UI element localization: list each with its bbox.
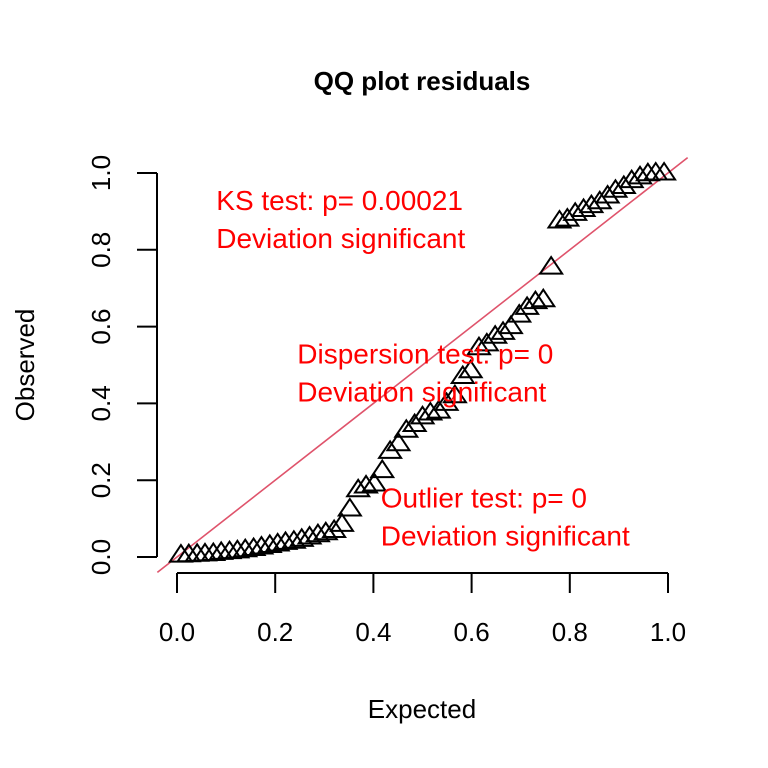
data-point (296, 525, 323, 545)
data-point (602, 178, 629, 198)
data-point (482, 324, 509, 344)
data-point (586, 189, 613, 210)
x-axis: 0.0 0.2 0.4 0.6 0.8 1.0 (159, 572, 686, 647)
data-points (168, 161, 677, 563)
y-tick-label: 0.6 (86, 309, 116, 345)
annotation-line: Outlier test: p= 0 (381, 482, 587, 513)
x-tick-label: 0.2 (257, 617, 293, 647)
data-point (280, 529, 307, 549)
chart-title: QQ plot residuals (314, 66, 531, 96)
data-point (385, 431, 412, 452)
data-point (256, 533, 283, 553)
data-point (321, 518, 347, 539)
y-tick-label: 0.0 (86, 539, 116, 575)
data-point (361, 472, 388, 492)
data-point (442, 383, 468, 404)
x-tick-label: 1.0 (650, 617, 686, 647)
y-tick-label: 0.8 (86, 232, 116, 268)
data-point (240, 536, 267, 557)
data-point (417, 401, 444, 421)
data-point (336, 497, 363, 517)
y-axis: 0.0 0.2 0.4 0.6 0.8 1.0 (86, 155, 158, 575)
annotation-line: KS test: p= 0.00021 (216, 185, 463, 216)
reference-line-group (156, 157, 689, 573)
data-point (369, 458, 396, 479)
reference-line (156, 157, 689, 573)
y-axis-label: Observed (10, 309, 40, 422)
data-point (264, 532, 291, 552)
x-axis-label: Expected (368, 694, 476, 724)
data-point (272, 530, 299, 550)
data-point (466, 335, 492, 356)
data-point (409, 405, 436, 425)
data-point (538, 255, 565, 275)
data-point (329, 512, 355, 532)
data-point (651, 161, 677, 181)
y-tick-label: 0.4 (86, 385, 116, 421)
data-point (530, 287, 557, 308)
data-point (200, 541, 227, 562)
y-tick-label: 0.2 (86, 462, 116, 498)
data-point (627, 165, 653, 185)
data-point (232, 537, 259, 558)
data-point (554, 207, 581, 227)
data-point (449, 364, 476, 385)
x-tick-label: 0.6 (454, 617, 490, 647)
data-point (288, 527, 315, 547)
data-point (610, 174, 637, 194)
data-point (393, 418, 420, 438)
x-tick-label: 0.0 (159, 617, 195, 647)
annotation-line: Deviation significant (297, 376, 546, 407)
data-point (578, 193, 605, 214)
data-point (345, 477, 372, 498)
data-point (457, 358, 484, 379)
data-point (594, 184, 621, 204)
annotation-line: Deviation significant (216, 223, 465, 254)
x-tick-label: 0.8 (552, 617, 588, 647)
data-point (522, 289, 549, 310)
data-point (498, 314, 524, 335)
x-tick-label: 0.4 (355, 617, 391, 647)
y-tick-label: 1.0 (86, 155, 116, 191)
annotation-line: Deviation significant (381, 520, 630, 551)
data-point (248, 535, 275, 555)
data-point (490, 320, 516, 340)
data-point (224, 539, 251, 559)
data-point (305, 522, 331, 543)
test-annotations: KS test: p= 0.00021 Deviation significant… (216, 185, 630, 552)
annotation-line: Dispersion test: p= 0 (297, 338, 553, 369)
data-point (353, 474, 379, 494)
